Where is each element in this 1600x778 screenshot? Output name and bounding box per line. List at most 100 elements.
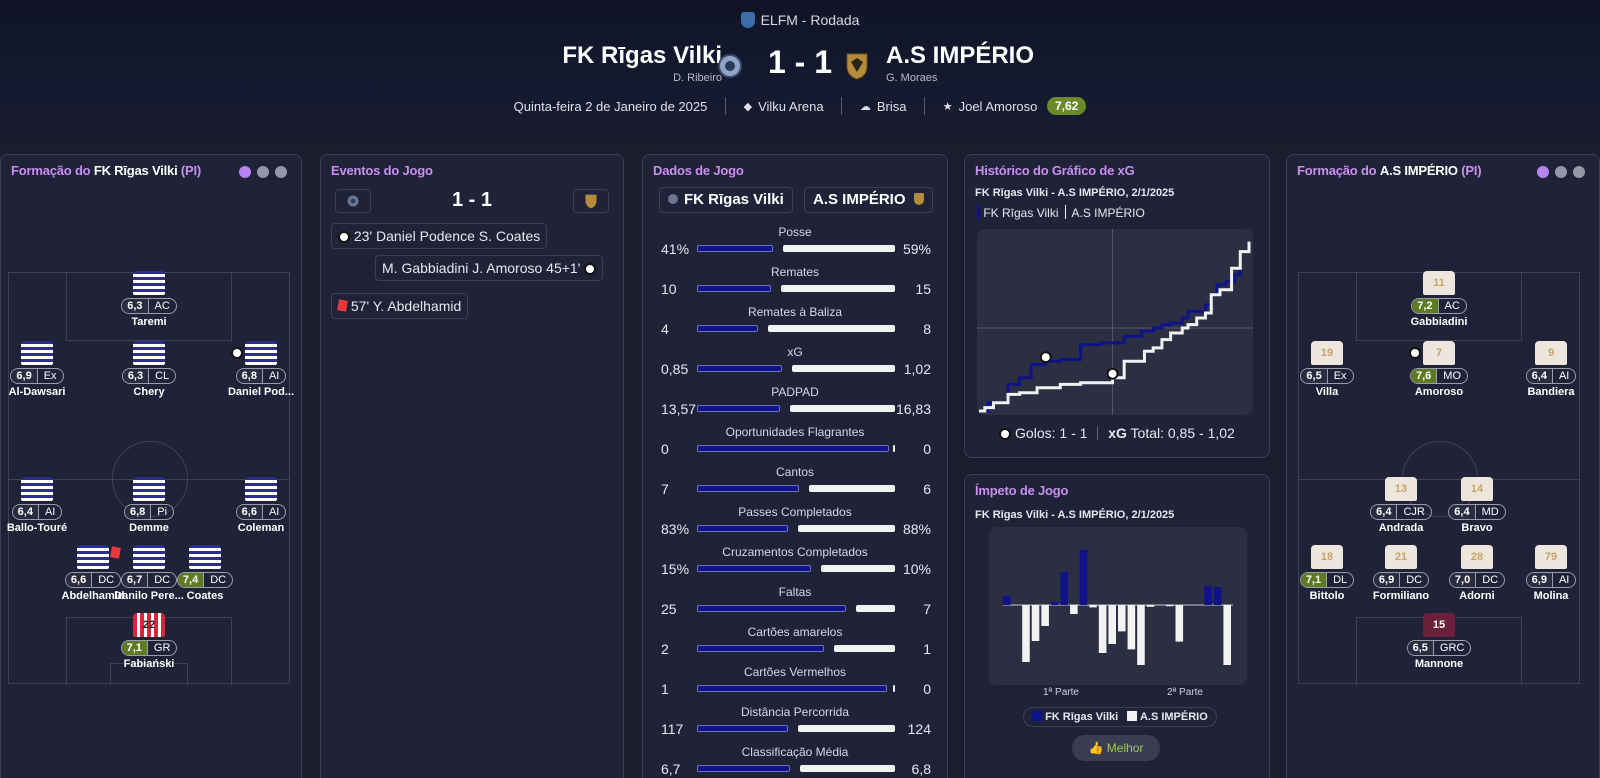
away-stat-bar bbox=[790, 405, 895, 412]
page-dot[interactable] bbox=[1537, 166, 1549, 178]
title-team[interactable]: FK Rīgas Vilki bbox=[93, 163, 178, 178]
player-home[interactable]: 6,9 Ex Al-Dawsari bbox=[0, 341, 77, 398]
stats-home-tab[interactable]: FK Rīgas Vilki bbox=[659, 187, 793, 213]
better-button[interactable]: 👍 Melhor bbox=[1072, 735, 1160, 761]
player-home[interactable]: 6,4 AI Ballo-Touré bbox=[0, 477, 77, 534]
player-home[interactable]: 6,7 DC Danilo Pere... bbox=[109, 545, 189, 602]
title-team[interactable]: A.S IMPÉRIO bbox=[1379, 163, 1458, 178]
player-rating: 6,8 AI bbox=[235, 368, 287, 384]
events-panel: Eventos do Jogo 1 - 1 23' Daniel Podence… bbox=[320, 154, 624, 778]
away-team[interactable]: A.S IMPÉRIO G. Moraes bbox=[886, 42, 1034, 84]
momentum-bar-home bbox=[1213, 587, 1222, 605]
home-team-name[interactable]: FK Rīgas Vilki bbox=[562, 42, 722, 69]
player-away[interactable]: 13 6,4 CJR Andrada bbox=[1361, 477, 1441, 534]
momentum-legend: FK Rīgas Vilki A.S IMPÉRIO bbox=[1023, 707, 1217, 727]
player-home[interactable]: 6,8 Pi Demme bbox=[109, 477, 189, 534]
stat-label: Oportunidades Flagrantes bbox=[725, 425, 865, 439]
legend-away-label: A.S IMPÉRIO bbox=[1139, 711, 1208, 723]
stadium-name[interactable]: Vilku Arena bbox=[758, 98, 824, 114]
stat-label: Remates bbox=[770, 265, 820, 279]
momentum-bar-away bbox=[1070, 605, 1078, 614]
stat-home-value: 25 bbox=[661, 601, 677, 617]
shirt-icon bbox=[133, 545, 165, 569]
player-rating: 7,6 MO bbox=[1409, 368, 1469, 384]
player-rating: 7,2 AC bbox=[1411, 298, 1467, 314]
shirt-icon: 9 bbox=[1535, 341, 1567, 365]
player-name: Formiliano bbox=[1372, 590, 1430, 602]
xg-chart bbox=[977, 229, 1253, 415]
home-team[interactable]: FK Rīgas Vilki D. Ribeiro bbox=[562, 42, 722, 84]
player-away[interactable]: 18 7,1 DL Bittolo bbox=[1287, 545, 1367, 602]
event-goal[interactable]: M. Gabbiadini J. Amoroso 45+1' bbox=[375, 255, 604, 281]
player-away[interactable]: 9 6,4 AI Bandiera bbox=[1511, 341, 1591, 398]
page-dot[interactable] bbox=[1555, 166, 1567, 178]
stat-label: Cartões amarelos bbox=[747, 625, 843, 639]
away-stat-bar bbox=[768, 325, 895, 332]
motm-name[interactable]: Joel Amoroso bbox=[958, 98, 1038, 114]
player-away[interactable]: 7 7,6 MO Amoroso bbox=[1399, 341, 1479, 398]
rating-value: 6,4 bbox=[1371, 505, 1397, 519]
player-name: Molina bbox=[1533, 590, 1569, 602]
player-away[interactable]: 11 7,2 AC Gabbiadini bbox=[1399, 271, 1479, 328]
momentum-bar-away bbox=[1098, 605, 1107, 653]
legend-away-swatch bbox=[1064, 205, 1066, 219]
competition-name: ELFM - Rodada bbox=[760, 12, 860, 28]
player-home[interactable]: 6,6 AI Coleman bbox=[221, 477, 301, 534]
momentum-bar-away bbox=[1146, 605, 1155, 607]
position-code: DC bbox=[203, 573, 232, 587]
ball-icon bbox=[338, 231, 350, 244]
player-home[interactable]: 6,3 AC Taremi bbox=[109, 271, 189, 328]
stats-title: Dados de Jogo bbox=[653, 163, 744, 178]
stat-away-value: 88% bbox=[902, 521, 931, 537]
player-name: Ballo-Touré bbox=[6, 522, 68, 534]
stats-away-tab[interactable]: A.S IMPÉRIO bbox=[804, 187, 933, 213]
home-team-badge-icon bbox=[335, 189, 371, 213]
player-away[interactable]: 28 7,0 DC Adorni bbox=[1437, 545, 1517, 602]
player-home[interactable]: 6,6 DC Abdelhamid bbox=[53, 545, 133, 602]
event-goal[interactable]: 23' Daniel Podence S. Coates bbox=[331, 223, 548, 249]
home-team-badge-icon bbox=[718, 54, 742, 78]
away-team-badge-icon bbox=[846, 53, 868, 80]
competition[interactable]: ELFM - Rodada bbox=[0, 12, 1600, 28]
player-home[interactable]: 7,4 DC Coates bbox=[165, 545, 245, 602]
stat-away-value: 15 bbox=[915, 281, 931, 297]
page-dot[interactable] bbox=[1573, 166, 1585, 178]
ball-icon bbox=[584, 263, 597, 276]
position-code: CJR bbox=[1396, 505, 1430, 519]
away-coach: G. Moraes bbox=[886, 72, 938, 84]
player-name: Mannone bbox=[1414, 658, 1464, 670]
position-code: GR bbox=[146, 641, 177, 655]
player-home[interactable]: 6,8 AI Daniel Pod... bbox=[221, 341, 301, 398]
player-away[interactable]: 79 6,9 AI Molina bbox=[1511, 545, 1591, 602]
shirt-icon: 79 bbox=[1535, 545, 1567, 569]
page-dot[interactable] bbox=[275, 166, 287, 178]
home-team-badge-icon bbox=[668, 194, 678, 204]
stat-label: Remates à Baliza bbox=[747, 305, 843, 319]
player-name: Fabiański bbox=[123, 658, 175, 670]
player-name: Chery bbox=[133, 386, 165, 398]
first-half-label: 1ª Parte bbox=[1043, 687, 1079, 698]
rating-value: 6,8 bbox=[236, 369, 262, 383]
player-away[interactable]: 14 6,4 MD Bravo bbox=[1437, 477, 1517, 534]
shirt-icon: 7 bbox=[1423, 341, 1455, 365]
player-name: Bravo bbox=[1461, 522, 1493, 534]
player-home[interactable]: 6,3 CL Chery bbox=[109, 341, 189, 398]
position-code: DC bbox=[1475, 573, 1504, 587]
player-away[interactable]: 21 6,9 DC Formiliano bbox=[1361, 545, 1441, 602]
stat-away-value: 8 bbox=[923, 321, 931, 337]
away-team-name[interactable]: A.S IMPÉRIO bbox=[886, 42, 1035, 69]
player-name: Coleman bbox=[237, 522, 285, 534]
momentum-bar-away bbox=[1108, 605, 1116, 644]
event-red-card[interactable]: 57' Y. Abdelhamid bbox=[331, 293, 469, 319]
page-dot[interactable] bbox=[239, 166, 251, 178]
player-name: Amoroso bbox=[1414, 386, 1464, 398]
player-away[interactable]: 19 6,5 Ex Villa bbox=[1287, 341, 1367, 398]
player-away[interactable]: 15 6,5 GRC Mannone bbox=[1399, 613, 1479, 670]
player-home[interactable]: 22 7,1 GR Fabiański bbox=[109, 613, 189, 670]
stat-away-value: 1,02 bbox=[903, 361, 931, 377]
player-name: Abdelhamid bbox=[61, 590, 125, 602]
rating-value: 6,9 bbox=[1373, 573, 1400, 587]
player-rating: 6,3 CL bbox=[121, 368, 177, 384]
star-icon: ★ bbox=[942, 100, 953, 113]
page-dot[interactable] bbox=[257, 166, 269, 178]
